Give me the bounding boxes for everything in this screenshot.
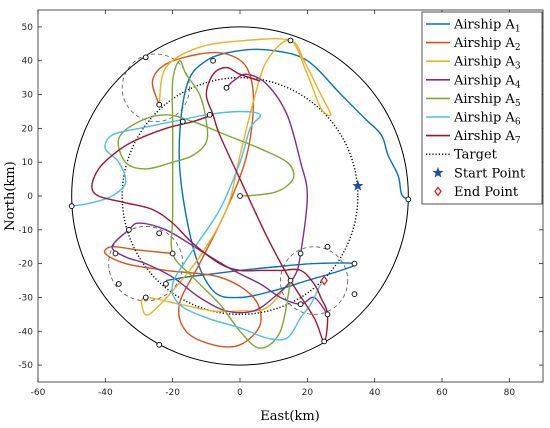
- legend-label: Airship A2: [453, 36, 521, 53]
- waypoint-marker: [287, 37, 294, 44]
- waypoint-marker: [179, 118, 186, 125]
- series-line-4: [111, 73, 329, 315]
- target-circle: [121, 76, 359, 316]
- guide-circle-1: [121, 53, 190, 122]
- waypoint-marker: [324, 243, 331, 250]
- legend-label-subscript: 5: [515, 99, 521, 109]
- boundary-circle: [71, 26, 409, 366]
- y-tick-label: 50: [22, 23, 34, 33]
- waypoint-marker: [156, 101, 163, 108]
- waypoint-marker: [115, 281, 122, 287]
- waypoint-marker: [156, 230, 163, 237]
- y-tick-label: 20: [22, 124, 34, 134]
- x-axis-label: East(km): [260, 409, 319, 424]
- legend-label: Airship A7: [453, 129, 521, 146]
- legend-label-subscript: 7: [515, 136, 521, 146]
- waypoint-marker: [321, 338, 328, 345]
- y-tick-label: 10: [22, 158, 34, 168]
- y-tick-label: -50: [18, 361, 33, 371]
- waypoint-marker: [206, 111, 213, 118]
- waypoint-marker: [156, 341, 163, 348]
- y-tick-label: 30: [22, 91, 34, 101]
- y-tick-label: 40: [22, 57, 34, 67]
- y-tick-label: -20: [18, 260, 33, 270]
- y-axis-label: North(km): [3, 161, 18, 230]
- y-tick-label: -40: [18, 327, 33, 337]
- y-tick-label: -30: [18, 293, 33, 303]
- legend-diamond-swatch: [434, 186, 442, 197]
- legend-label: Target: [454, 148, 498, 163]
- legend-label-subscript: 2: [515, 43, 521, 53]
- waypoint-marker: [112, 250, 119, 257]
- waypoint-marker: [351, 291, 358, 297]
- waypoint-marker: [297, 301, 304, 308]
- x-tick-label: 40: [369, 388, 381, 398]
- legend-label: Airship A3: [453, 55, 521, 72]
- y-tick-label: -10: [18, 226, 33, 236]
- waypoint-marker: [324, 311, 331, 318]
- tick-group: -60 -40 -20 0 20 40 60 80 -50 -40 -30 -20 -10 0 10 20 30…: [18, 10, 543, 398]
- legend-label-subscript: 6: [515, 118, 521, 128]
- x-tick-label: -60: [31, 388, 46, 398]
- legend-label: End Point: [454, 185, 519, 200]
- waypoint-marker: [210, 57, 216, 64]
- waypoint-marker: [405, 196, 412, 203]
- waypoint-marker: [169, 250, 176, 257]
- x-tick-label: -20: [165, 388, 180, 398]
- legend-label: Airship A5: [453, 92, 521, 109]
- legend-label-subscript: 1: [515, 25, 521, 35]
- series-line-7: [91, 66, 329, 343]
- x-tick-label: 60: [436, 388, 448, 398]
- series-line-6: [71, 110, 325, 341]
- guide-circle-2: [108, 226, 184, 302]
- y-tick-label: 0: [27, 192, 33, 202]
- series-line-2: [103, 51, 262, 348]
- waypoint-marker: [163, 281, 169, 287]
- x-tick-label: -40: [98, 388, 113, 398]
- x-tick-label: 80: [504, 388, 516, 398]
- end-point-marker: [320, 275, 328, 286]
- waypoint-marker: [126, 226, 132, 233]
- legend-label: Start Point: [454, 166, 526, 181]
- legend-label: Airship A4: [453, 73, 521, 90]
- legend-star-swatch: [432, 166, 444, 178]
- legend-label: Airship A6: [453, 111, 521, 128]
- waypoint-marker: [142, 54, 149, 61]
- waypoint-marker: [351, 260, 358, 267]
- legend-label-subscript: 3: [515, 62, 521, 72]
- waypoint-marker: [68, 203, 75, 209]
- x-tick-label: 0: [237, 388, 243, 398]
- waypoint-marker: [142, 294, 149, 301]
- waypoint-marker: [237, 193, 243, 199]
- legend-label: Airship A1: [453, 18, 521, 35]
- series-line-1: [165, 48, 409, 299]
- waypoint-marker: [287, 277, 294, 284]
- start-point-marker: [352, 180, 364, 191]
- series-line-5: [117, 59, 295, 349]
- legend-label-subscript: 4: [515, 80, 521, 90]
- guide-circle-3: [280, 246, 349, 315]
- x-tick-label: 20: [302, 388, 314, 398]
- waypoint-marker: [223, 84, 230, 91]
- waypoint-marker: [297, 250, 304, 257]
